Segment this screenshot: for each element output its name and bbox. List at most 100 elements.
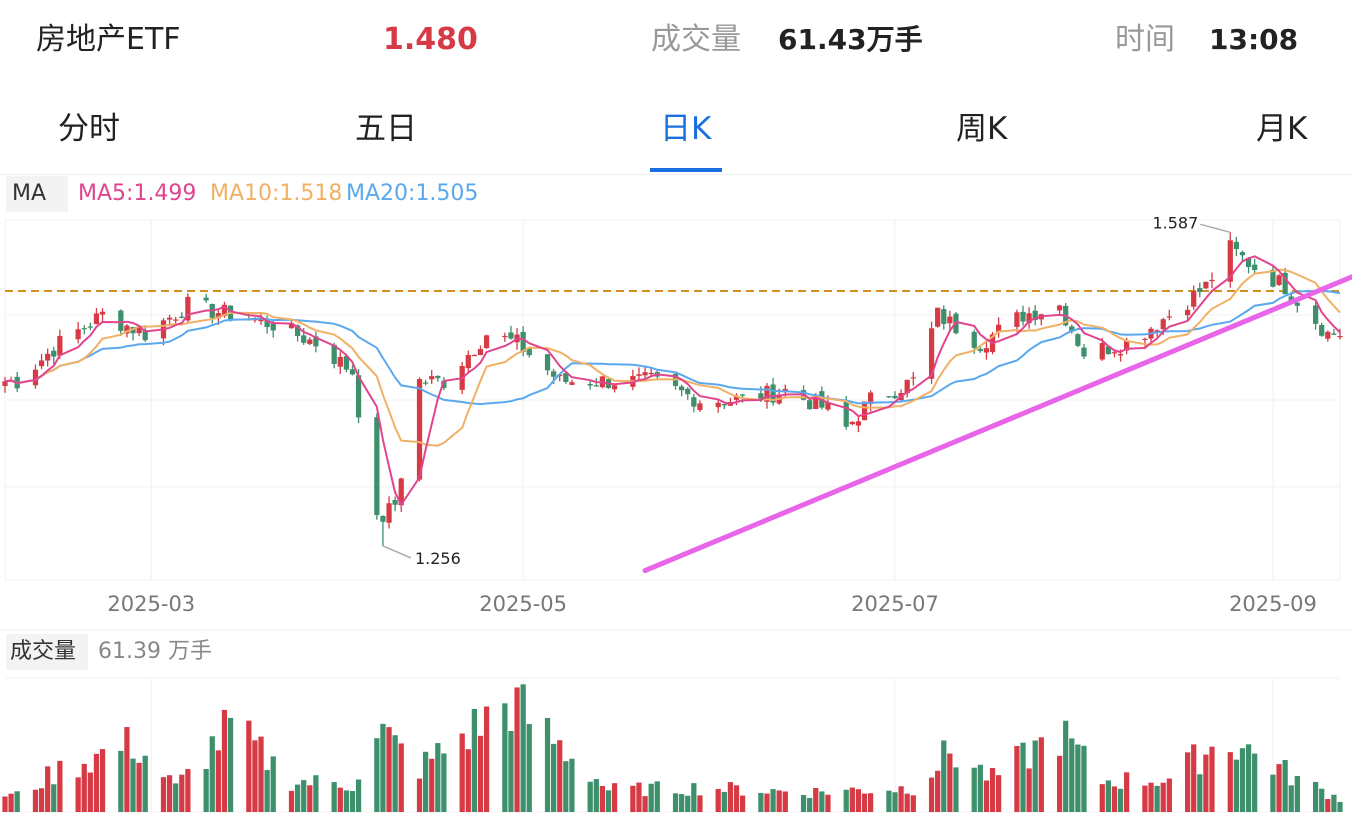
candle-body: [1184, 309, 1191, 316]
volume-bar: [1270, 774, 1276, 812]
candle-body: [1124, 340, 1130, 351]
tab-monthly-k[interactable]: 月K: [1256, 111, 1308, 147]
candle-body: [807, 400, 813, 410]
candle-body: [313, 336, 319, 347]
volume-bar: [764, 793, 770, 812]
volume-bar: [825, 794, 831, 812]
volume-bar: [264, 770, 270, 812]
candle-body: [642, 372, 648, 376]
candle-body: [1166, 316, 1172, 318]
volume-bar: [209, 736, 215, 812]
candle-body: [1154, 330, 1160, 333]
candle-body: [910, 377, 916, 379]
volume-bar: [93, 753, 100, 812]
candle-body: [526, 348, 532, 356]
volume-bar: [8, 793, 14, 812]
volume-bar: [392, 735, 398, 812]
candle-body: [1026, 313, 1032, 324]
candle-body: [1312, 305, 1319, 324]
volume-bar: [758, 792, 764, 812]
candle-body: [1020, 311, 1026, 322]
volume-label: 成交量: [651, 22, 741, 57]
volume-bar: [252, 740, 258, 812]
volume-bar: [294, 784, 301, 812]
candle-body: [636, 374, 642, 376]
volume-bar: [166, 775, 173, 812]
x-axis-ticks: 2025-03 2025-05 2025-07 2025-09: [107, 592, 1316, 616]
volume-bar: [179, 774, 185, 812]
candle-body: [971, 331, 977, 348]
volume-bar: [928, 777, 935, 812]
volume-bar: [1154, 785, 1160, 812]
quote-header: 房地产ETF 1.480 成交量 61.43万手 时间 13:08: [0, 0, 1352, 82]
candle-body: [349, 369, 356, 375]
volume-bar: [849, 787, 855, 812]
volume-bar: [1312, 781, 1319, 812]
candle-body: [941, 309, 947, 324]
volume-bar: [130, 758, 136, 812]
volume-bar: [1063, 720, 1069, 812]
candle-body: [118, 310, 124, 331]
volume-bar: [483, 706, 490, 812]
candle-body: [928, 328, 935, 379]
ma-indicator-tag[interactable]: MA: [6, 176, 68, 212]
candle-body: [173, 319, 179, 321]
volume-bar: [782, 791, 788, 812]
tab-weekly-k[interactable]: 周K: [956, 111, 1008, 147]
candle-body: [270, 323, 276, 331]
candle-body: [1160, 319, 1166, 330]
candle-body: [1245, 258, 1252, 268]
volume-bar: [739, 795, 746, 812]
volume-bar: [733, 785, 740, 812]
volume-value: 61.43万手: [778, 23, 923, 56]
candle-body: [337, 356, 343, 367]
candle-body: [764, 385, 770, 402]
candle-body: [203, 297, 209, 301]
volume-bar: [654, 781, 660, 812]
volume-bar: [355, 779, 362, 812]
volume-bar: [1160, 782, 1166, 812]
candle-body: [947, 316, 953, 324]
volume-bar: [886, 790, 892, 812]
candle-body: [1337, 336, 1343, 338]
candle-body: [825, 402, 831, 410]
candle-body: [81, 328, 87, 330]
candle-body: [1117, 353, 1124, 356]
candle-body: [685, 388, 691, 395]
volume-bar: [331, 782, 337, 812]
volume-bar: [813, 787, 819, 812]
volume-bar: [1020, 742, 1026, 812]
candle-body: [355, 375, 362, 418]
candle-body: [1111, 352, 1118, 354]
candle-body: [1209, 279, 1215, 282]
candle-body: [136, 327, 142, 334]
candle-body: [1252, 264, 1258, 271]
volume-bar: [551, 743, 557, 812]
tab-daily-k[interactable]: 日K: [660, 111, 712, 147]
volume-bar: [563, 761, 569, 812]
candle-body: [429, 376, 435, 380]
high-annotation: 1.587: [1152, 213, 1198, 232]
volume-grid: [0, 629, 1352, 813]
candle-body: [1142, 338, 1148, 341]
candle-body: [520, 331, 526, 352]
volume-bar: [867, 793, 874, 812]
candle-body: [855, 421, 862, 426]
volume-indicator-tag[interactable]: 成交量: [6, 634, 88, 670]
volume-bar: [471, 708, 478, 812]
trendline: [642, 274, 1352, 574]
candle-body: [813, 394, 819, 409]
volume-bar: [1124, 772, 1130, 812]
volume-bar: [770, 789, 776, 812]
last-price: 1.480: [383, 22, 478, 57]
tab-five-day[interactable]: 五日: [355, 111, 417, 147]
tab-intraday[interactable]: 分时: [58, 111, 120, 147]
candle-body: [691, 397, 697, 407]
volume-bar: [721, 791, 727, 812]
volume-bar: [1233, 759, 1239, 812]
period-tabs: 分时 五日 日K 周K 月K: [0, 90, 1352, 175]
volume-bar: [441, 753, 447, 812]
candle-body: [1239, 252, 1246, 256]
volume-bar: [32, 789, 39, 812]
